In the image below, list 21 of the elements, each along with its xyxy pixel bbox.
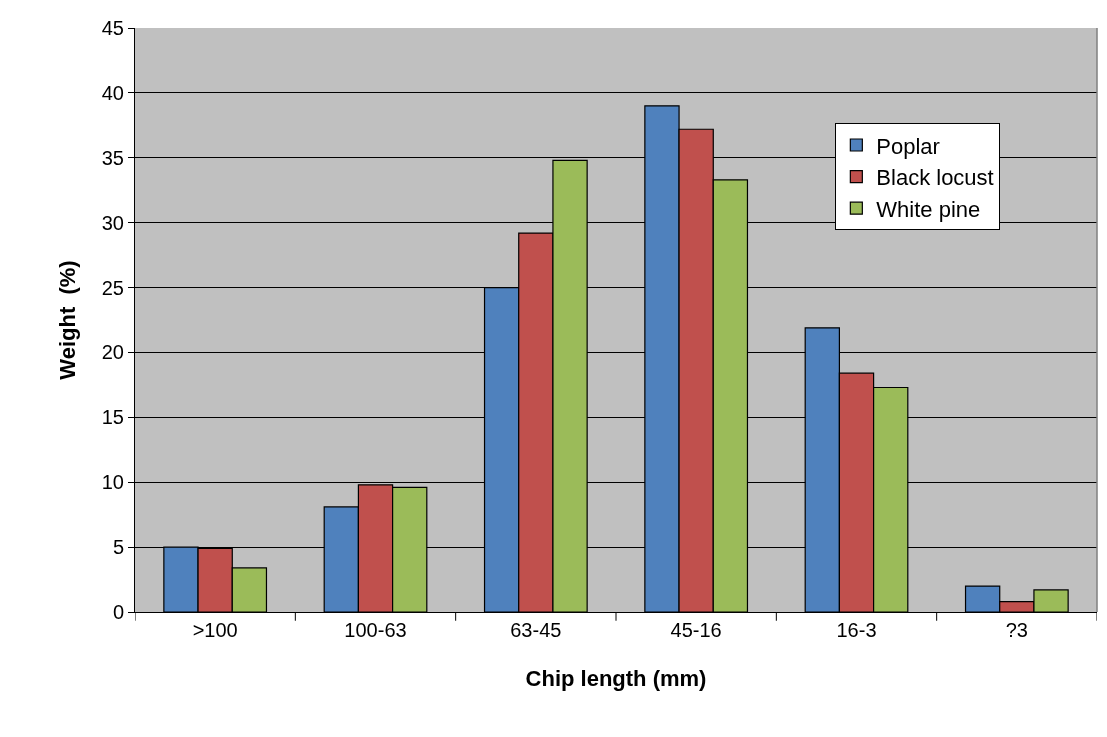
y-tick-label: 45 (101, 17, 124, 39)
y-tick-label: 40 (101, 81, 124, 104)
x-tick-label: 16-3 (836, 619, 877, 641)
y-tick-label: 0 (112, 601, 124, 623)
legend-label: Black locust (876, 165, 994, 191)
y-axis-title: Weight (%) (54, 260, 80, 380)
y-tick-label: 5 (112, 536, 124, 559)
y-tick-label: 25 (101, 276, 124, 299)
y-tick-label: 15 (101, 406, 124, 429)
legend-label: White pine (876, 196, 981, 222)
y-tick-label: 30 (101, 211, 124, 234)
x-tick-label: 45-16 (670, 619, 722, 641)
y-tick-label: 10 (101, 471, 124, 494)
x-tick-label: >100 (192, 619, 238, 641)
x-axis-title: Chip length (mm) (525, 665, 707, 691)
x-tick-label: 100-63 (344, 619, 407, 641)
x-tick-label: ?3 (1005, 619, 1028, 641)
x-tick-label: 63-45 (510, 619, 562, 641)
y-tick-label: 35 (101, 146, 124, 169)
legend-label: Poplar (876, 133, 940, 159)
y-tick-label: 20 (101, 341, 124, 364)
